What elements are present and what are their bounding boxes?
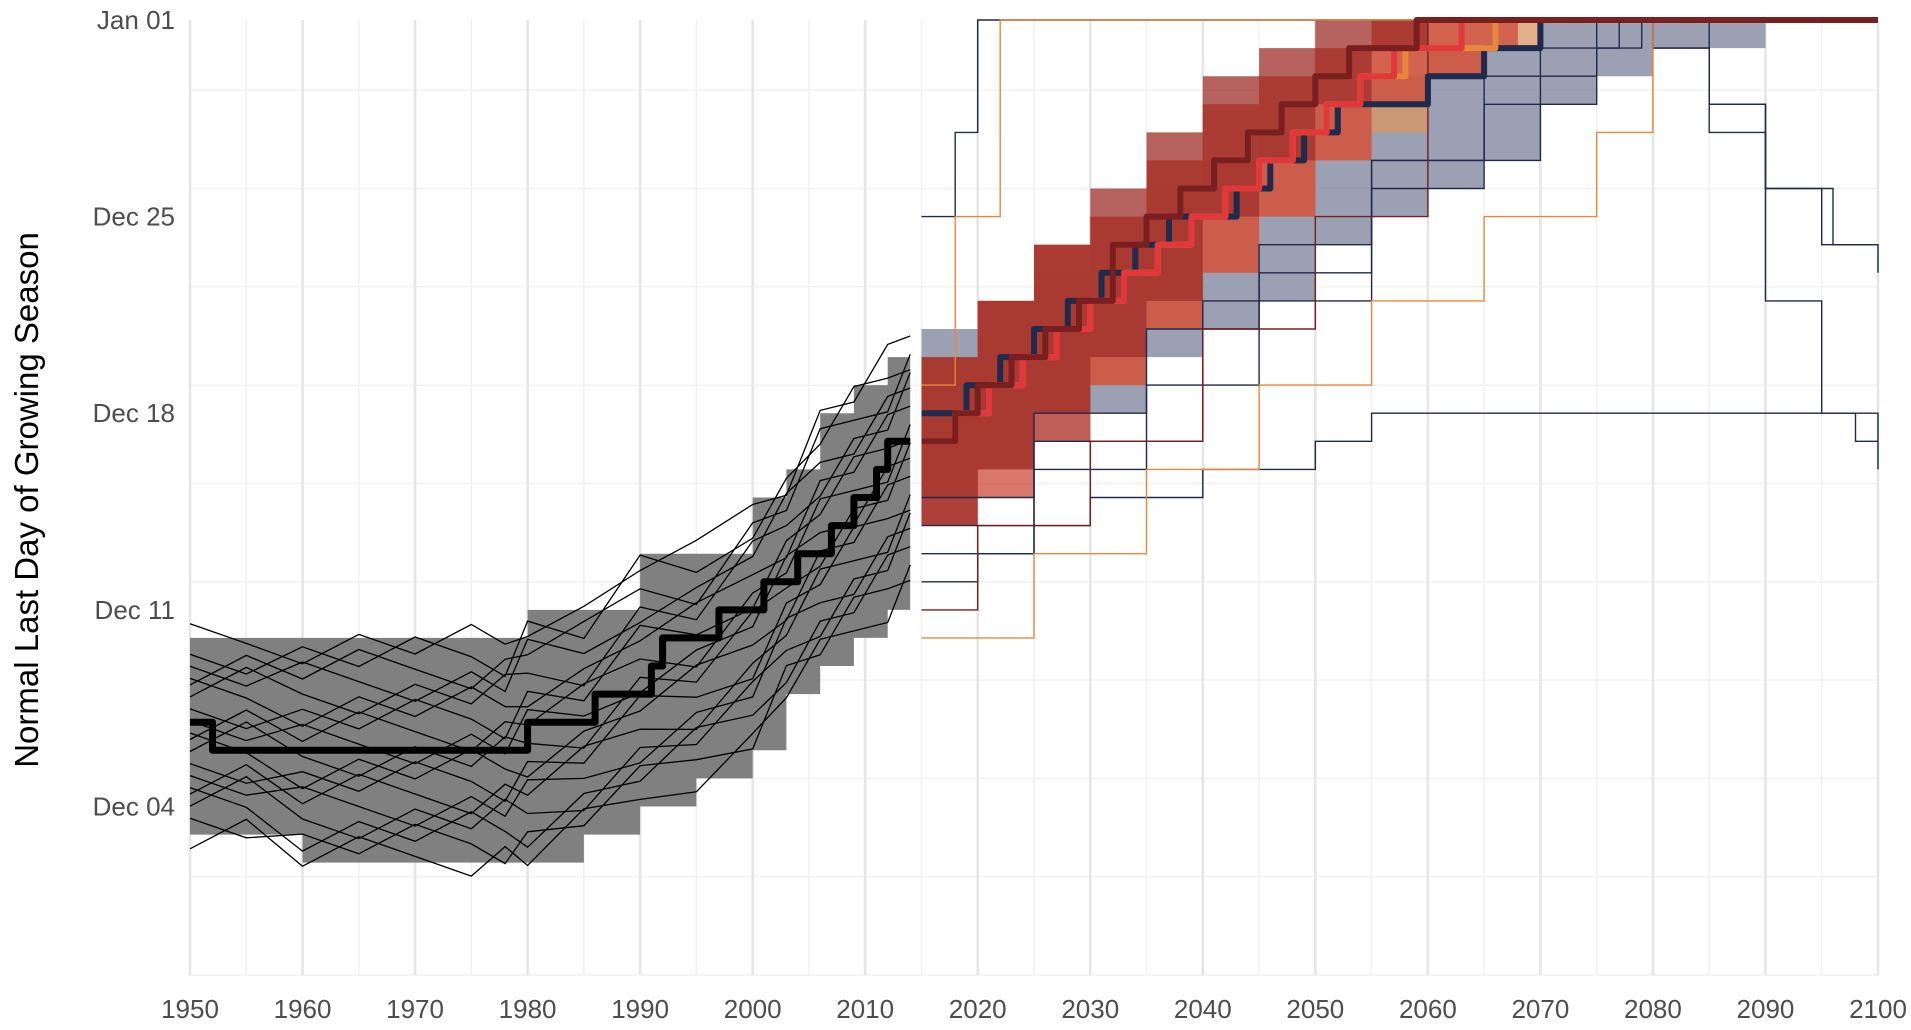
x-tick-label: 2070: [1511, 994, 1569, 1024]
x-tick-labels: 1950 1960 1970 1980 1990 2000 2010 2020 2030 2040…: [161, 994, 1907, 1024]
historical-band: [190, 329, 911, 863]
x-tick-label: 2060: [1399, 994, 1457, 1024]
y-tick-label: Jan 01: [97, 5, 175, 35]
y-axis-title: Normal Last Day of Growing Season: [8, 232, 45, 768]
y-tick-labels: Jan 01 Dec 25 Dec 18 Dec 11 Dec 04: [93, 5, 175, 821]
x-tick-label: 2090: [1737, 994, 1795, 1024]
y-tick-label: Dec 25: [93, 202, 175, 232]
x-tick-label: 2040: [1174, 994, 1232, 1024]
x-tick-label: 1960: [274, 994, 332, 1024]
historical-model-line: [189, 335, 911, 665]
historical-model-line: [189, 509, 911, 803]
x-tick-label: 2080: [1624, 994, 1682, 1024]
x-tick-label: 1950: [161, 994, 219, 1024]
historical-model-line: [189, 439, 911, 740]
y-tick-label: Dec 11: [95, 595, 175, 625]
projection-median-rcp_red: [921, 17, 1878, 445]
y-tick-label: Dec 18: [93, 398, 175, 428]
x-tick-label: 2030: [1061, 994, 1119, 1024]
historical-model-line: [189, 512, 911, 840]
x-tick-label: 2020: [949, 994, 1007, 1024]
y-tick-label: Dec 04: [93, 791, 175, 821]
projection-series: [921, 17, 1879, 639]
projection-model-line-rcp_darkred: [921, 19, 1878, 611]
historical-series: [189, 329, 911, 877]
historical-model-line: [189, 579, 911, 865]
historical-model-line: [189, 387, 911, 703]
x-tick-label: 2050: [1286, 994, 1344, 1024]
historical-model-line: [189, 527, 911, 827]
x-tick-label: 2100: [1849, 994, 1907, 1024]
projection-model-line-rcp_orange: [921, 19, 1878, 639]
historical-model-line: [189, 372, 911, 715]
x-tick-label: 1980: [499, 994, 557, 1024]
historical-model-line: [189, 369, 911, 678]
x-tick-label: 1990: [611, 994, 669, 1024]
x-tick-label: 1970: [386, 994, 444, 1024]
historical-median-line: [190, 437, 911, 754]
x-tick-label: 2010: [836, 994, 894, 1024]
projection-model-line-rcp_orange: [921, 19, 1878, 386]
projection-model-line-rcp_blue: [921, 19, 1879, 499]
projection-median-rcp_darkred: [921, 17, 1878, 445]
x-tick-label: 2000: [724, 994, 782, 1024]
